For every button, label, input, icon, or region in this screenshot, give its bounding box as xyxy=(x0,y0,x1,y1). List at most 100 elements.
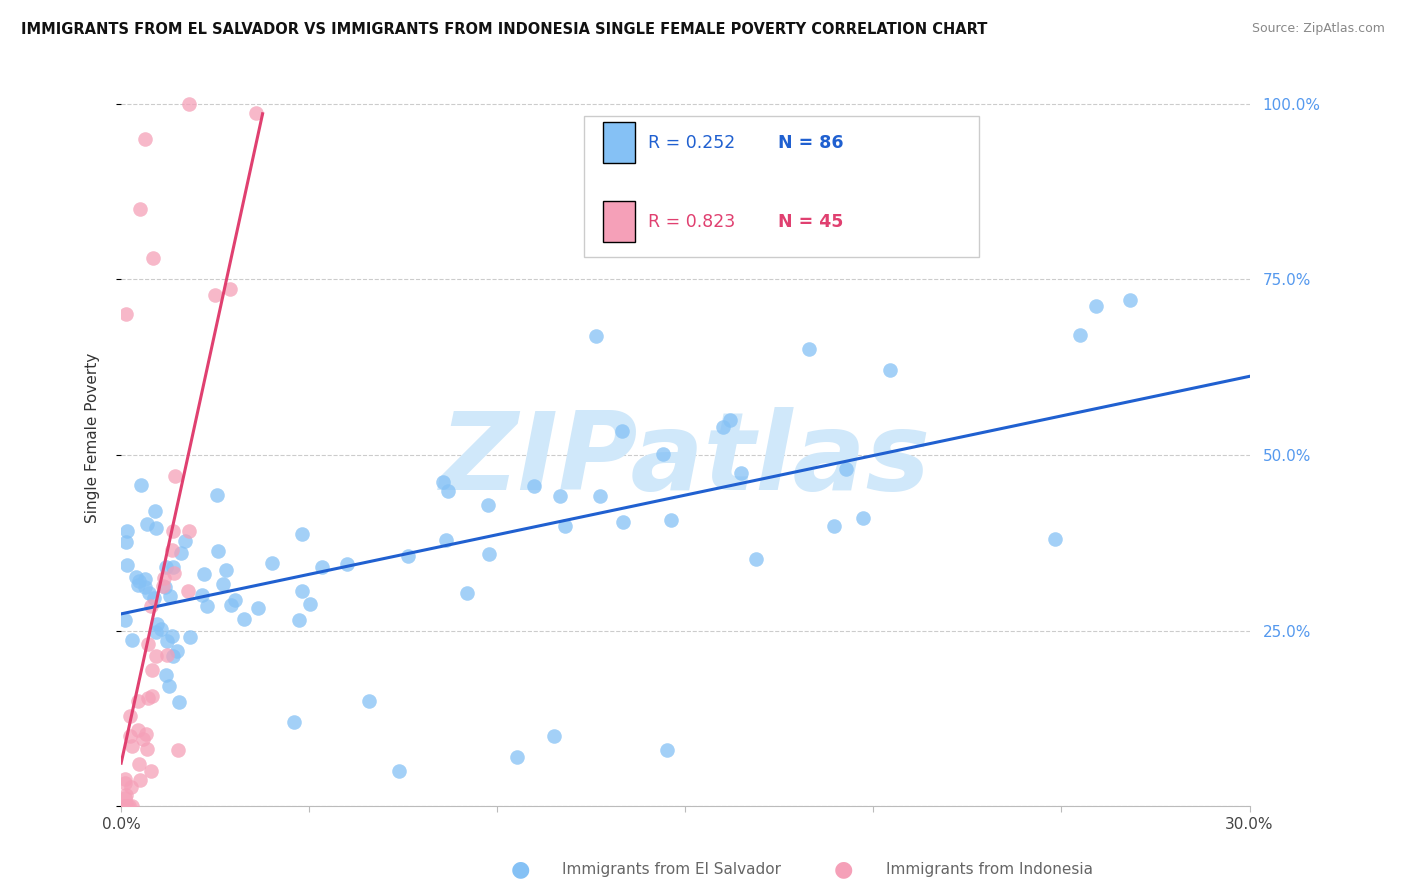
Text: N = 86: N = 86 xyxy=(778,134,844,152)
Point xyxy=(156,648,179,662)
Point xyxy=(219,599,242,613)
Point xyxy=(245,106,267,120)
Point xyxy=(170,546,193,560)
Point xyxy=(169,695,191,709)
Point xyxy=(134,132,156,146)
Point xyxy=(141,663,163,677)
Text: ●: ● xyxy=(834,860,853,880)
Point xyxy=(115,308,138,322)
Point xyxy=(118,799,141,814)
Point xyxy=(224,593,246,607)
Point xyxy=(146,617,169,632)
Point xyxy=(162,524,184,538)
Point xyxy=(115,789,138,803)
Point xyxy=(135,727,157,741)
Point xyxy=(145,625,167,640)
Point xyxy=(434,533,457,547)
Text: ZIPatlas: ZIPatlas xyxy=(440,407,931,513)
Point xyxy=(612,515,634,529)
Point xyxy=(291,527,314,541)
Point xyxy=(204,288,226,302)
Point xyxy=(543,729,565,743)
Point xyxy=(554,519,576,533)
Point xyxy=(585,328,607,343)
Point xyxy=(125,570,148,584)
Point xyxy=(114,613,136,627)
Point xyxy=(477,547,499,561)
FancyBboxPatch shape xyxy=(603,122,634,163)
Text: R = 0.823: R = 0.823 xyxy=(648,212,735,231)
Point xyxy=(120,729,142,743)
Point xyxy=(138,585,160,599)
Point xyxy=(127,694,149,708)
Point xyxy=(456,586,478,600)
Point xyxy=(114,799,136,814)
Point xyxy=(179,524,201,538)
Text: IMMIGRANTS FROM EL SALVADOR VS IMMIGRANTS FROM INDONESIA SINGLE FEMALE POVERTY C: IMMIGRANTS FROM EL SALVADOR VS IMMIGRANT… xyxy=(21,22,987,37)
Point xyxy=(506,750,529,764)
Point xyxy=(153,571,176,585)
Point xyxy=(157,679,180,693)
Point xyxy=(163,566,186,580)
Point xyxy=(288,613,311,627)
Point xyxy=(589,490,612,504)
Point xyxy=(834,462,856,476)
Point xyxy=(166,644,188,658)
Text: Immigrants from El Salvador: Immigrants from El Salvador xyxy=(562,863,782,877)
Text: Immigrants from Indonesia: Immigrants from Indonesia xyxy=(886,863,1092,877)
Point xyxy=(162,648,184,663)
Point xyxy=(150,622,173,636)
Point xyxy=(207,544,229,558)
Point xyxy=(121,633,143,648)
Point xyxy=(1069,328,1091,343)
Point xyxy=(136,741,159,756)
Point xyxy=(730,466,752,480)
Point xyxy=(128,756,150,771)
Point xyxy=(127,578,149,592)
Point xyxy=(799,342,821,356)
Point xyxy=(134,572,156,586)
Point xyxy=(129,477,152,491)
Point xyxy=(388,764,411,779)
Point xyxy=(114,799,136,814)
Point xyxy=(115,535,138,549)
Point xyxy=(823,519,845,533)
Point xyxy=(357,694,380,708)
Point xyxy=(659,513,682,527)
Point xyxy=(477,498,499,512)
Point xyxy=(135,517,157,532)
Point xyxy=(132,732,155,747)
Point xyxy=(160,629,183,643)
Point xyxy=(1085,299,1108,313)
Point xyxy=(247,601,270,615)
Point xyxy=(115,558,138,572)
Point xyxy=(141,690,163,704)
Point xyxy=(128,202,150,216)
Point xyxy=(142,591,165,606)
Point xyxy=(118,708,141,723)
Point xyxy=(283,714,305,729)
Point xyxy=(160,543,183,558)
Point xyxy=(115,524,138,538)
Point xyxy=(744,552,766,566)
Point xyxy=(548,489,571,503)
Point xyxy=(396,549,419,563)
Point xyxy=(127,723,149,738)
Point xyxy=(879,363,901,377)
Point xyxy=(145,648,167,663)
Point xyxy=(156,634,179,648)
Point xyxy=(152,579,174,593)
Point xyxy=(205,487,228,501)
Point xyxy=(179,630,201,644)
FancyBboxPatch shape xyxy=(583,117,979,257)
Point xyxy=(114,776,136,790)
Point xyxy=(145,504,167,518)
Point xyxy=(336,557,359,571)
Point xyxy=(128,772,150,787)
Point xyxy=(136,637,159,651)
Point xyxy=(114,790,136,805)
Point xyxy=(120,780,142,795)
Point xyxy=(651,447,673,461)
Point xyxy=(177,584,200,599)
Point xyxy=(134,580,156,594)
